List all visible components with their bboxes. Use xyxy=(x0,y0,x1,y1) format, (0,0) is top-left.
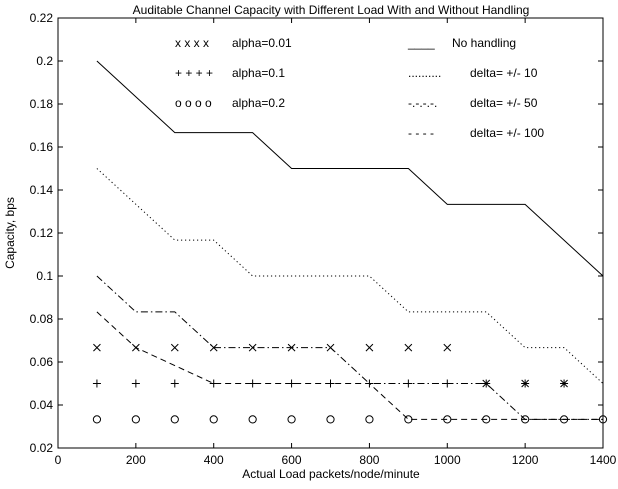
legend: x x x x alpha=0.01 + + + + alpha=0.1 o o o o… xyxy=(175,36,544,140)
circle-marker xyxy=(559,415,569,424)
x-tick-label: 1400 xyxy=(590,453,617,467)
x-tick-label: 600 xyxy=(282,453,302,467)
x-marker xyxy=(248,343,257,352)
x-marker-stroke xyxy=(443,343,452,352)
circle-marker xyxy=(92,415,102,424)
y-tick-label: 0.02 xyxy=(30,441,54,455)
plus-marker xyxy=(560,379,569,388)
circle-marker xyxy=(131,415,140,424)
circle-marker xyxy=(404,415,413,424)
y-tick-label: 0.1 xyxy=(36,269,53,283)
x-marker xyxy=(287,343,296,352)
x-tick-label: 1200 xyxy=(512,453,539,467)
y-tick-label: 0.04 xyxy=(30,398,54,412)
circle-marker xyxy=(598,415,608,424)
ticks-layer: 0 200 400 600 800 1000 1200 1400 0.02 0.04 0.06 0.0… xyxy=(30,11,617,467)
circle-marker xyxy=(326,415,335,424)
y-tick-label: 0.14 xyxy=(30,183,54,197)
plus-marker xyxy=(365,379,374,388)
x-marker-stroke xyxy=(326,343,335,352)
legend-entry-label: delta= +/- 100 xyxy=(470,126,544,140)
series-line-3 xyxy=(96,311,603,420)
x-marker-stroke xyxy=(365,343,374,352)
x-marker-stroke xyxy=(248,343,257,352)
legend-sample: ____ xyxy=(407,36,435,50)
circle-marker xyxy=(482,415,491,424)
legend-entry-label: alpha=0.01 xyxy=(232,36,292,50)
legend-sample: + + + + xyxy=(175,66,213,80)
series-line-1 xyxy=(96,168,604,384)
legend-sample: x x x x xyxy=(175,36,209,50)
lines-layer xyxy=(96,60,604,420)
plus-marker xyxy=(92,379,101,388)
x-tick-label: 800 xyxy=(359,453,379,467)
x-marker-stroke xyxy=(170,343,179,352)
circle-marker xyxy=(365,415,374,424)
legend-entry-label: No handling xyxy=(452,36,516,50)
legend-sample: - - - - xyxy=(408,126,434,140)
plus-marker xyxy=(521,379,530,388)
plot-frame xyxy=(57,17,604,449)
circle-marker xyxy=(521,415,530,424)
legend-entry-label: delta= +/- 50 xyxy=(470,96,538,110)
x-marker-stroke xyxy=(404,343,413,352)
legend-sample: o o o o xyxy=(175,96,212,110)
plus-marker xyxy=(170,379,179,388)
plus-marker xyxy=(248,379,257,388)
legend-entry-label: alpha=0.2 xyxy=(232,96,285,110)
y-tick-label: 0.16 xyxy=(30,140,54,154)
x-tick-label: 400 xyxy=(204,453,224,467)
circle-marker xyxy=(170,415,179,424)
x-marker xyxy=(93,343,101,352)
x-marker xyxy=(132,343,140,352)
legend-entry-label: delta= +/- 10 xyxy=(470,66,538,80)
circle-marker xyxy=(209,415,218,424)
x-marker xyxy=(209,343,218,352)
x-marker-stroke xyxy=(93,343,101,352)
plus-marker xyxy=(131,379,140,388)
x-tick-label: 200 xyxy=(126,453,146,467)
plus-marker xyxy=(287,379,296,388)
x-marker xyxy=(404,343,413,352)
y-tick-label: 0.22 xyxy=(30,11,54,25)
x-marker-stroke xyxy=(287,343,296,352)
x-marker-stroke xyxy=(132,343,140,352)
x-tick-label: 1000 xyxy=(434,453,461,467)
markers-layer xyxy=(92,343,608,424)
plus-marker xyxy=(326,379,335,388)
x-marker xyxy=(365,343,374,352)
plus-marker xyxy=(443,379,452,388)
circle-marker xyxy=(287,415,296,424)
y-tick-label: 0.12 xyxy=(30,226,54,240)
y-tick-label: 0.18 xyxy=(30,97,54,111)
legend-entry-label: alpha=0.1 xyxy=(232,66,285,80)
x-marker xyxy=(326,343,335,352)
y-tick-label: 0.06 xyxy=(30,355,54,369)
x-marker xyxy=(170,343,179,352)
x-tick-label: 0 xyxy=(55,453,62,467)
y-tick-label: 0.08 xyxy=(30,312,54,326)
plus-marker xyxy=(482,379,491,388)
legend-sample: -.-.-.-. xyxy=(408,96,437,110)
x-axis-label: Actual Load packets/node/minute xyxy=(242,467,420,481)
plus-marker xyxy=(209,379,218,388)
circle-marker xyxy=(443,415,452,424)
plus-marker xyxy=(404,379,413,388)
circle-marker xyxy=(248,415,257,424)
y-axis-label: Capacity, bps xyxy=(3,197,17,269)
chart-title: Auditable Channel Capacity with Differen… xyxy=(133,3,530,17)
legend-sample: .......... xyxy=(408,66,441,80)
x-marker xyxy=(443,343,452,352)
y-tick-label: 0.2 xyxy=(36,54,53,68)
series-line-0 xyxy=(96,60,604,277)
x-marker-stroke xyxy=(209,343,218,352)
